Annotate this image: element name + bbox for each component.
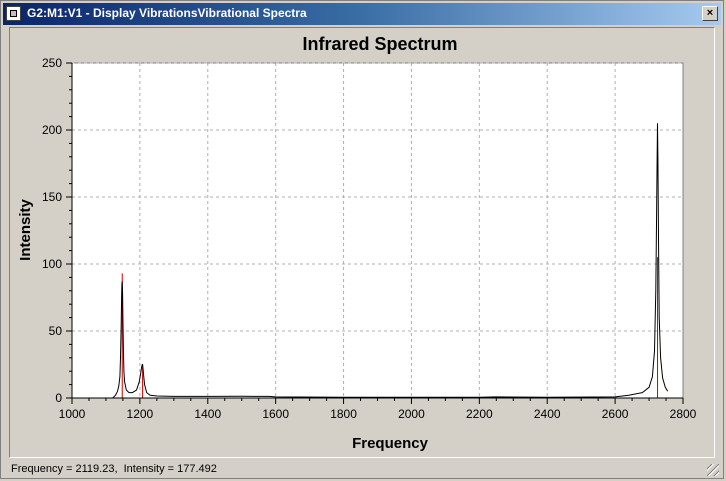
y-tick-label: 50 (49, 324, 63, 338)
close-button[interactable]: × (702, 6, 718, 21)
x-axis-label: Frequency (352, 435, 429, 452)
status-readout: Frequency = 2119.23, Intensity = 177.492 (11, 463, 217, 475)
window-icon[interactable] (6, 6, 21, 21)
x-tick-label: 2000 (398, 407, 425, 421)
y-axis-label: Intensity (17, 199, 34, 261)
chart-title: Infrared Spectrum (302, 34, 457, 54)
x-tick-label: 2400 (534, 407, 561, 421)
x-tick-label: 1000 (59, 407, 86, 421)
x-tick-label: 2200 (466, 407, 493, 421)
x-tick-label: 2800 (670, 407, 697, 421)
x-tick-label: 2600 (602, 407, 629, 421)
resize-grip-icon[interactable] (707, 464, 719, 476)
x-tick-label: 1400 (194, 407, 221, 421)
axes: 1000 1200 1400 1600 1800 2000 2200 2400 2600 2800… (42, 56, 697, 421)
window-title: G2:M1:V1 - Display VibrationsVibrational… (27, 6, 307, 20)
x-tick-label: 1200 (127, 407, 154, 421)
y-tick-label: 200 (42, 123, 62, 137)
x-tick-label: 1600 (262, 407, 289, 421)
status-bar: Frequency = 2119.23, Intensity = 177.492 (3, 460, 721, 478)
y-tick-label: 150 (42, 190, 62, 204)
y-tick-label: 0 (55, 391, 62, 405)
y-tick-label: 100 (42, 257, 62, 271)
x-tick-label: 1800 (330, 407, 357, 421)
grid-lines (72, 62, 683, 398)
title-bar[interactable]: G2:M1:V1 - Display VibrationsVibrational… (3, 3, 721, 25)
chart-panel[interactable]: 1000 1200 1400 1600 1800 2000 2200 2400 2600 2800… (9, 27, 715, 458)
infrared-spectrum-chart[interactable]: 1000 1200 1400 1600 1800 2000 2200 2400 2600 2800… (10, 28, 714, 457)
plot-area[interactable] (71, 62, 684, 399)
y-tick-label: 250 (42, 56, 62, 70)
spectrum-line (112, 123, 669, 399)
